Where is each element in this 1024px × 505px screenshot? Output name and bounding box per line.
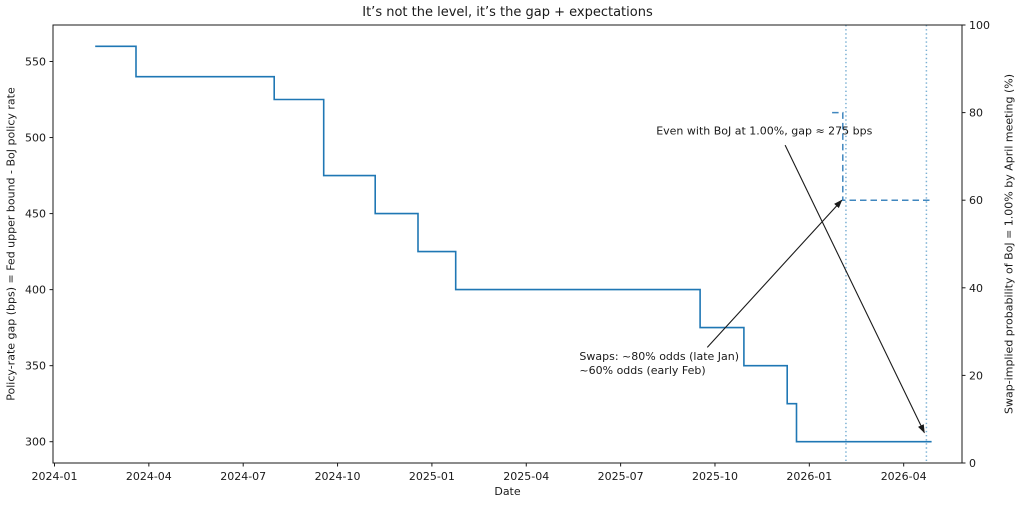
x-tick-label: 2024-04 (126, 470, 172, 483)
swaps-annotation-line-1: Swaps: ~80% odds (late Jan) (579, 350, 740, 364)
x-tick-label: 2024-07 (220, 470, 266, 483)
y-axis-label-left: Policy-rate gap (bps) = Fed upper bound … (4, 87, 18, 401)
swap-implied-probability-pct-line (832, 111, 930, 201)
y-tick-label-right: 0 (969, 457, 976, 470)
x-tick-label: 2025-07 (598, 470, 644, 483)
gap-annotation-text: Even with BoJ at 1.00%, gap ≈ 275 bps (656, 124, 873, 138)
y-tick-label-left: 350 (25, 360, 46, 373)
y-tick-label-right: 40 (969, 282, 983, 295)
chart-title: It’s not the level, it’s the gap + expec… (362, 5, 653, 20)
x-tick-label: 2025-04 (503, 470, 549, 483)
x-tick-label: 2025-01 (409, 470, 455, 483)
y-tick-label-right: 80 (969, 107, 983, 120)
swaps-annotation: Swaps: ~80% odds (late Jan) ~60% odds (e… (579, 350, 739, 377)
swaps-annotation-arrow (706, 199, 843, 348)
y-tick-label-right: 100 (969, 19, 990, 32)
y-tick-label-left: 400 (25, 284, 46, 297)
plot-frame (52, 24, 963, 464)
y-tick-label-right: 60 (969, 194, 983, 207)
y-tick-label-left: 300 (25, 436, 46, 449)
gap-annotation-arrow (784, 144, 925, 434)
y-axis-label-right: Swap-implied probability of BoJ = 1.00% … (1002, 74, 1016, 414)
x-tick-label: 2024-10 (315, 470, 361, 483)
y-tick-label-left: 500 (25, 132, 46, 145)
swaps-annotation-line-2: ~60% odds (early Feb) (579, 363, 706, 377)
y-tick-label-left: 550 (25, 56, 46, 69)
policy-rate-gap-bps-line (95, 45, 932, 443)
x-tick-label: 2026-01 (786, 470, 832, 483)
x-tick-label: 2026-04 (881, 470, 927, 483)
x-tick-label: 2025-10 (692, 470, 738, 483)
y-tick-label-right: 20 (969, 369, 983, 382)
x-axis-label: Date (494, 485, 521, 498)
gap-annotation: Even with BoJ at 1.00%, gap ≈ 275 bps (656, 125, 872, 139)
y-tick-label-left: 450 (25, 208, 46, 221)
x-tick-label: 2024-01 (32, 470, 78, 483)
